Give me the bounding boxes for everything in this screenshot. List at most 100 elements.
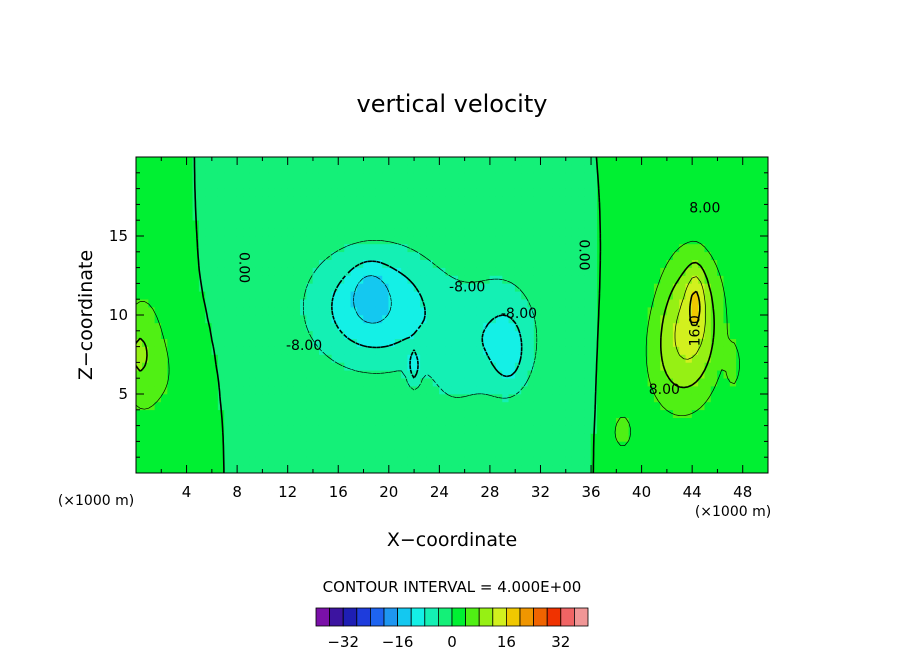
field-cell xyxy=(160,370,168,379)
field-cell xyxy=(483,370,491,379)
field-cell xyxy=(698,298,706,308)
field-cell xyxy=(186,267,194,276)
field-cell xyxy=(565,433,573,442)
field-cell xyxy=(685,283,693,292)
field-cell xyxy=(369,401,377,411)
field-cell xyxy=(439,338,446,347)
field-cell xyxy=(584,409,592,418)
field-cell xyxy=(287,298,295,308)
field-cell xyxy=(407,441,415,450)
field-cell xyxy=(742,370,750,379)
field-cell xyxy=(736,204,744,213)
field-cell xyxy=(262,409,270,418)
field-cell xyxy=(394,180,402,189)
field-cell xyxy=(198,362,206,371)
field-cell xyxy=(224,417,232,426)
field-cell xyxy=(394,259,402,268)
field-cell xyxy=(344,251,352,260)
field-cell xyxy=(685,204,693,213)
field-cell xyxy=(470,338,478,347)
field-cell xyxy=(742,425,750,434)
field-cell xyxy=(742,212,750,221)
field-cell xyxy=(230,433,238,442)
field-cell xyxy=(211,243,219,253)
field-cell xyxy=(653,417,661,426)
field-cell xyxy=(205,219,213,229)
field-cell xyxy=(736,385,744,395)
field-cell xyxy=(748,385,756,395)
field-cell xyxy=(439,425,446,434)
field-cell xyxy=(142,196,149,205)
field-cell xyxy=(540,267,548,276)
field-cell xyxy=(527,235,535,245)
field-cell xyxy=(243,188,251,197)
field-cell xyxy=(540,330,548,339)
field-cell xyxy=(546,425,554,434)
field-cell xyxy=(211,283,219,292)
field-cell xyxy=(748,322,756,332)
field-cell xyxy=(420,362,428,371)
field-cell xyxy=(717,267,725,276)
field-cell xyxy=(236,164,244,174)
field-cell xyxy=(647,235,655,245)
field-cell xyxy=(717,235,725,245)
field-cell xyxy=(287,354,295,363)
field-cell xyxy=(337,346,345,355)
field-cell xyxy=(660,298,668,308)
field-cell xyxy=(154,267,162,276)
field-cell xyxy=(458,385,465,395)
field-cell xyxy=(470,283,478,292)
field-cell xyxy=(729,354,737,363)
field-cell xyxy=(634,172,642,181)
field-cell xyxy=(268,354,276,363)
field-cell xyxy=(142,219,149,229)
field-cell xyxy=(148,409,156,418)
field-cell xyxy=(274,298,282,308)
field-cell xyxy=(331,417,339,426)
field-cell xyxy=(356,425,364,434)
colorbar-swatch xyxy=(451,607,467,627)
field-cell xyxy=(388,433,396,442)
field-cell xyxy=(521,441,529,450)
field-cell xyxy=(704,298,712,308)
field-cell xyxy=(729,172,737,181)
field-cell xyxy=(136,306,143,316)
field-cell xyxy=(167,393,175,403)
field-cell xyxy=(641,449,649,458)
field-cell xyxy=(533,409,541,418)
field-cell xyxy=(628,196,636,205)
field-cell xyxy=(274,409,282,418)
field-cell xyxy=(205,164,213,174)
field-cell xyxy=(748,219,756,229)
field-cell xyxy=(514,251,522,260)
field-cell xyxy=(710,212,718,221)
field-cell xyxy=(483,393,491,403)
field-cell xyxy=(666,267,674,276)
field-cell xyxy=(552,283,560,292)
field-cell xyxy=(691,291,699,300)
field-cell xyxy=(464,267,472,276)
field-cell xyxy=(546,393,554,403)
field-cell xyxy=(546,385,554,395)
field-cell xyxy=(540,227,548,237)
field-cell xyxy=(413,172,421,181)
field-cell xyxy=(420,370,428,379)
field-cell xyxy=(470,188,478,197)
field-cell xyxy=(578,204,586,213)
field-cell xyxy=(451,370,459,379)
field-cell xyxy=(559,433,567,442)
field-cell xyxy=(691,243,699,253)
field-cell xyxy=(230,306,238,316)
field-cell xyxy=(546,322,554,332)
field-cell xyxy=(710,204,718,213)
field-cell xyxy=(401,346,409,355)
field-cell xyxy=(426,204,434,213)
field-cell xyxy=(616,219,623,229)
field-cell xyxy=(375,243,383,253)
field-cell xyxy=(192,298,200,308)
field-cell xyxy=(154,456,162,466)
field-cell xyxy=(470,243,478,253)
field-cell xyxy=(154,212,162,221)
field-cell xyxy=(439,433,446,442)
field-cell xyxy=(445,172,453,181)
